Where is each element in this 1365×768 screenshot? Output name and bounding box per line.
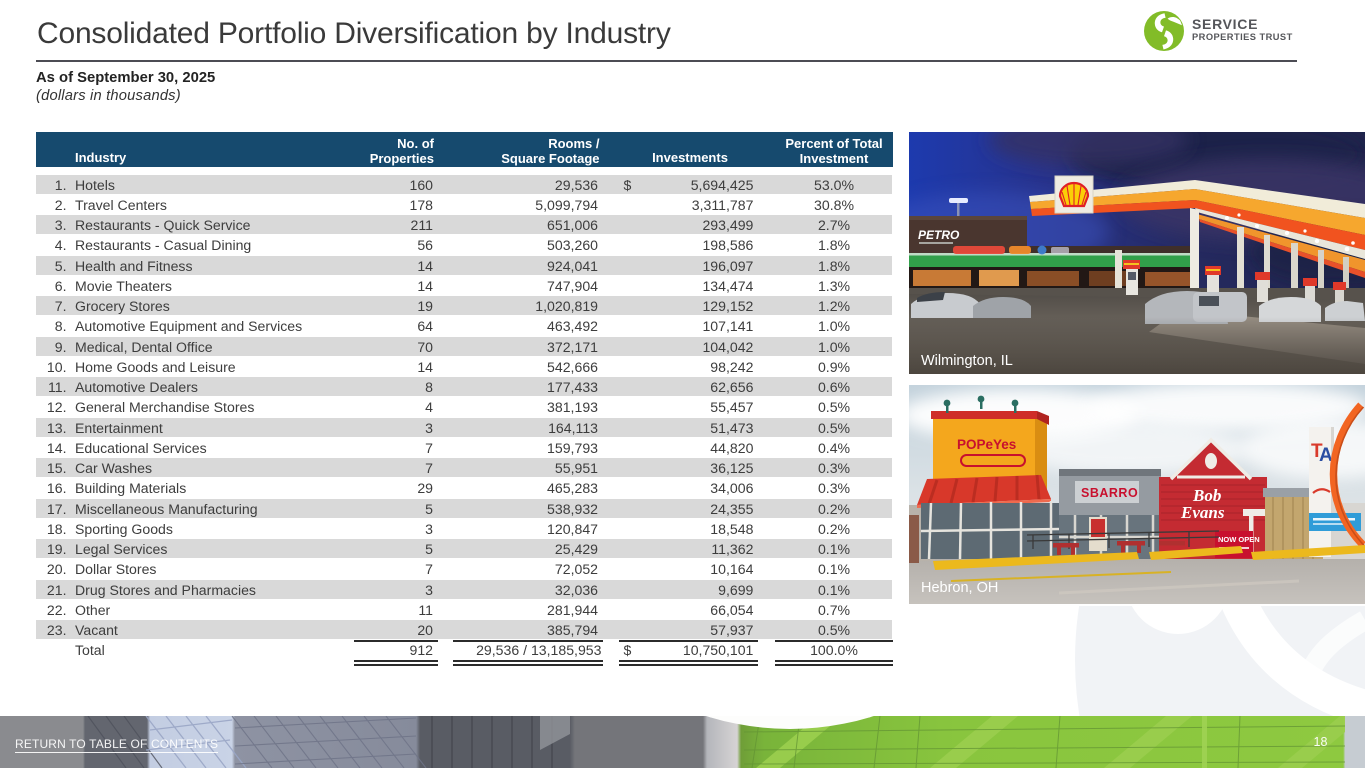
svg-text:SBARRO: SBARRO <box>1081 486 1138 500</box>
svg-text:T: T <box>1311 441 1323 462</box>
svg-text:Bob: Bob <box>1192 486 1221 505</box>
svg-text:NOW OPEN: NOW OPEN <box>1218 535 1260 544</box>
svg-text:Evans: Evans <box>1180 503 1225 522</box>
svg-text:POPeYes: POPeYes <box>957 437 1016 452</box>
svg-text:A: A <box>1319 445 1333 466</box>
svg-text:PETRO: PETRO <box>918 228 960 242</box>
